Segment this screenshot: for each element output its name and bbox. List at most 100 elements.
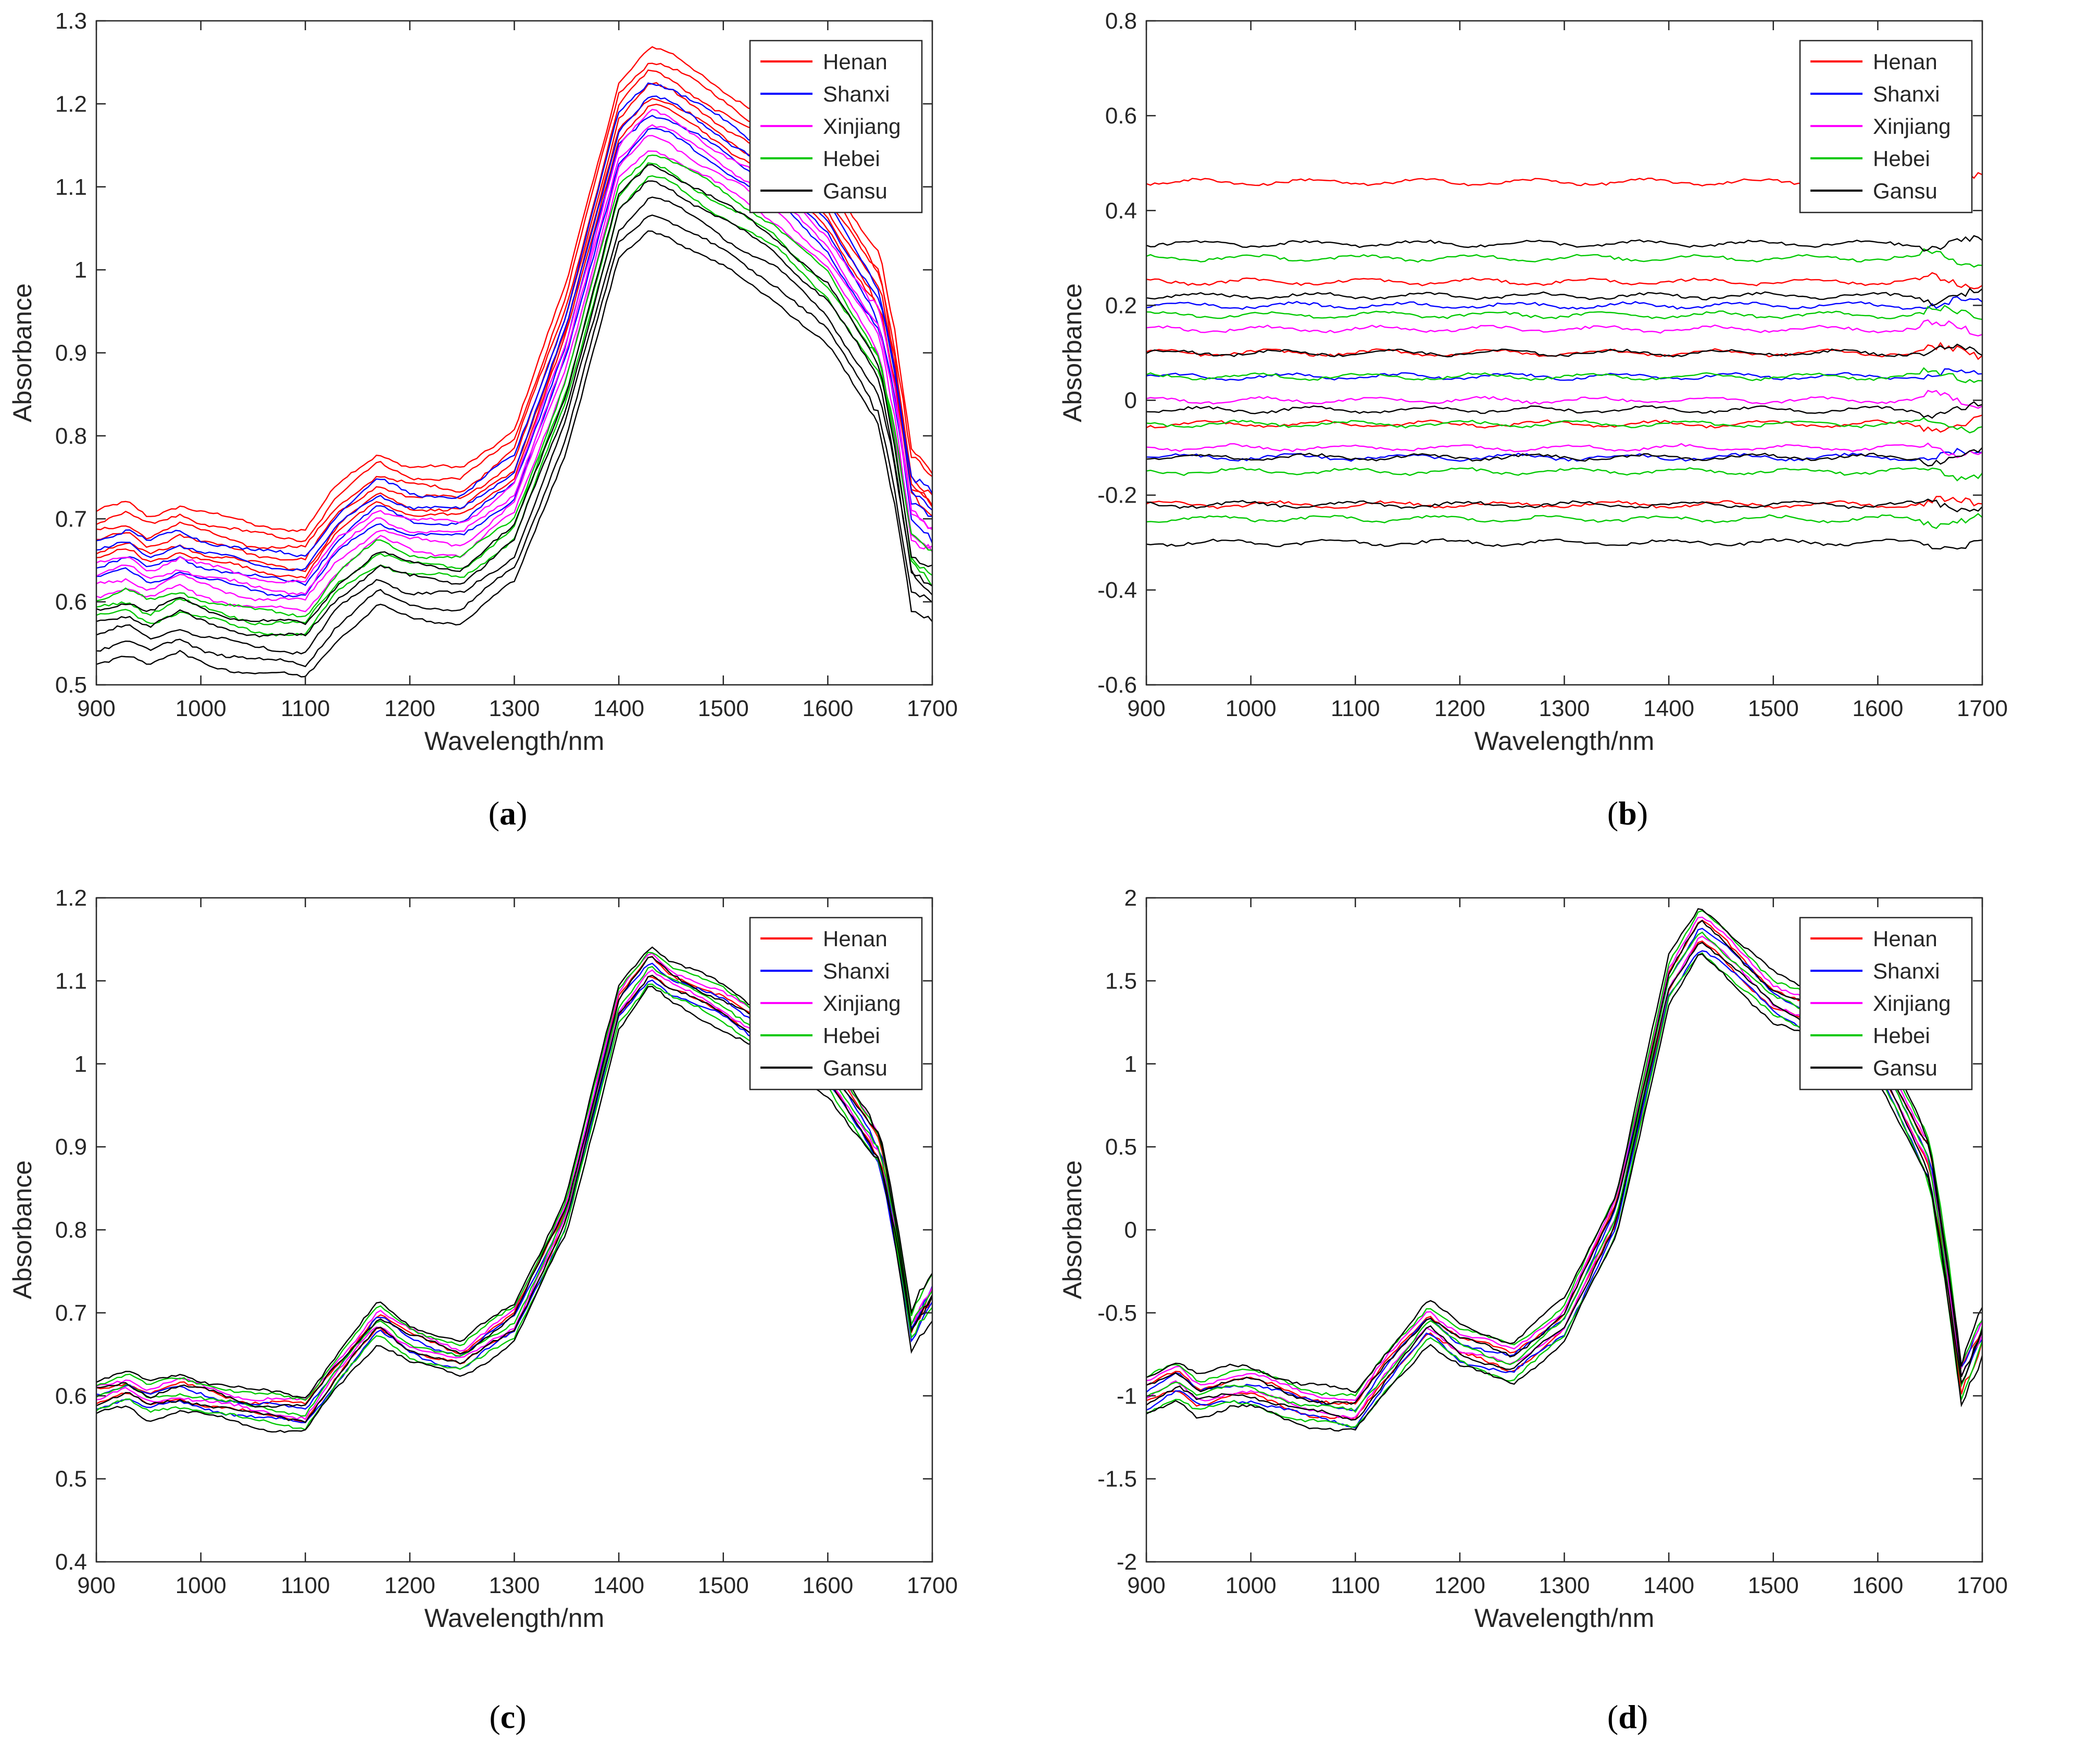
series-line-gansu: [1146, 538, 1982, 550]
y-tick-label: 0.8: [55, 1218, 87, 1243]
x-tick-label: 1200: [1434, 696, 1485, 721]
x-tick-label: 1600: [1852, 1573, 1903, 1598]
y-tick-label: 1: [74, 257, 87, 283]
series-line-gansu: [96, 164, 932, 625]
legend-label-xinjiang: Xinjiang: [1873, 991, 1951, 1016]
series-line-hebei: [1146, 367, 1982, 383]
series-line-henan: [1146, 414, 1982, 433]
series-line-gansu: [96, 180, 932, 638]
series-line-shanxi: [1146, 447, 1982, 462]
legend-label-shanxi: Shanxi: [1873, 959, 1940, 983]
legend: Henan Shanxi Xinjiang Hebei Gansu: [1799, 917, 1973, 1091]
y-tick-label: 2: [1124, 885, 1137, 911]
legend-label-shanxi: Shanxi: [823, 82, 890, 106]
series-line-xinjiang: [96, 150, 932, 612]
legend: Henan Shanxi Xinjiang Hebei Gansu: [1799, 40, 1973, 214]
y-tick-label: 0: [1124, 388, 1137, 414]
legend-label-gansu: Gansu: [1873, 1056, 1938, 1080]
y-tick-label: -0.2: [1097, 483, 1137, 508]
y-tick-label: -0.6: [1097, 672, 1137, 698]
y-tick-label: 0.7: [55, 1300, 87, 1326]
y-tick-label: -2: [1117, 1549, 1137, 1575]
y-tick-label: 0.5: [1105, 1134, 1137, 1160]
x-tick-label: 1600: [802, 696, 853, 721]
panel-letter-a: a: [499, 795, 516, 832]
series-line-gansu: [1146, 287, 1982, 307]
x-tick-label: 1000: [176, 1573, 227, 1598]
x-tick-label: 1200: [384, 696, 435, 721]
chart-c: 900 1000 1100 1200 1300 1400 1500 1600 1700 0.4 0.…: [8, 885, 958, 1633]
chart-a: 900 1000 1100 1200 1300 1400 1500 1600 1700 0.5 0.…: [8, 8, 958, 756]
y-tick-label: -1.5: [1097, 1467, 1137, 1492]
y-axis-label: Absorbance: [8, 283, 37, 422]
y-tick-label: 0.8: [1105, 8, 1137, 34]
x-tick-label: 900: [1127, 1573, 1165, 1598]
panel-caption-b: (b): [1607, 795, 1648, 832]
y-tick-label: -0.4: [1097, 578, 1137, 603]
y-tick-label: 0.8: [55, 423, 87, 449]
x-tick-label: 1300: [1539, 696, 1590, 721]
x-tick-label: 1100: [281, 1573, 330, 1598]
legend-box: [1799, 40, 1973, 214]
legend-label-shanxi: Shanxi: [823, 959, 890, 983]
series-group: [96, 46, 932, 678]
legend-label-hebei: Hebei: [1873, 146, 1930, 171]
x-tick-label: 1500: [698, 1573, 749, 1598]
y-tick-label: 0.6: [1105, 103, 1137, 129]
x-axis-label: Wavelength/nm: [424, 726, 605, 756]
series-line-gansu: [96, 230, 932, 678]
series-line-shanxi: [1146, 368, 1982, 381]
x-axis-label: Wavelength/nm: [424, 1603, 605, 1633]
y-tick-label: 1: [1124, 1051, 1137, 1077]
y-tick-label: -1: [1117, 1383, 1137, 1409]
y-tick-label: -0.5: [1097, 1300, 1137, 1326]
legend-label-xinjiang: Xinjiang: [823, 114, 901, 139]
x-tick-label: 1500: [1748, 696, 1799, 721]
y-tick-label: 0.6: [55, 1383, 87, 1409]
series-line-shanxi: [1146, 296, 1982, 310]
x-tick-label: 1000: [1226, 1573, 1277, 1598]
legend: Henan Shanxi Xinjiang Hebei Gansu: [749, 917, 923, 1091]
x-tick-label: 1100: [281, 696, 330, 721]
chart-d: 900 1000 1100 1200 1300 1400 1500 1600 1700 -2 -1.…: [1058, 885, 2008, 1633]
series-line-hebei: [1146, 417, 1982, 434]
y-axis-label: Absorbance: [1058, 1160, 1087, 1299]
panel-caption-d: (d): [1607, 1698, 1648, 1735]
x-tick-label: 1700: [1957, 696, 2008, 721]
x-tick-label: 1300: [489, 1573, 540, 1598]
y-tick-label: 1.1: [55, 174, 87, 200]
x-tick-label: 1600: [1852, 696, 1903, 721]
series-line-hebei: [1146, 467, 1982, 482]
series-line-xinjiang: [96, 135, 932, 602]
y-tick-label: 1: [74, 1051, 87, 1077]
x-axis-label: Wavelength/nm: [1474, 726, 1655, 756]
legend-label-gansu: Gansu: [1873, 179, 1938, 203]
x-tick-label: 1700: [907, 696, 958, 721]
panel-caption-c: (c): [489, 1698, 527, 1735]
legend-label-henan: Henan: [1873, 926, 1938, 951]
y-tick-label: 0.7: [55, 506, 87, 532]
x-tick-label: 1400: [593, 696, 644, 721]
legend-label-hebei: Hebei: [1873, 1023, 1930, 1048]
x-tick-label: 900: [77, 696, 115, 721]
x-axis-label: Wavelength/nm: [1474, 1603, 1655, 1633]
series-line-gansu: [96, 196, 932, 655]
x-tick-label: 1400: [1643, 1573, 1694, 1598]
legend-label-gansu: Gansu: [823, 179, 888, 203]
panel-letter-c: c: [500, 1698, 516, 1735]
series-line-xinjiang: [1146, 442, 1982, 458]
y-tick-label: 0.9: [55, 341, 87, 366]
y-axis-label: Absorbance: [1058, 283, 1087, 422]
x-tick-label: 900: [77, 1573, 115, 1598]
x-tick-label: 1300: [1539, 1573, 1590, 1598]
series-line-henan: [1146, 342, 1982, 360]
series-line-hebei: [1146, 248, 1982, 268]
x-tick-label: 1200: [384, 1573, 435, 1598]
legend-label-xinjiang: Xinjiang: [823, 991, 901, 1016]
series-group: [1146, 172, 1982, 550]
series-line-xinjiang: [1146, 319, 1982, 337]
series-line-gansu: [1146, 343, 1982, 358]
legend-label-henan: Henan: [1873, 49, 1938, 74]
x-tick-label: 1000: [1226, 696, 1277, 721]
x-tick-label: 1700: [1957, 1573, 2008, 1598]
